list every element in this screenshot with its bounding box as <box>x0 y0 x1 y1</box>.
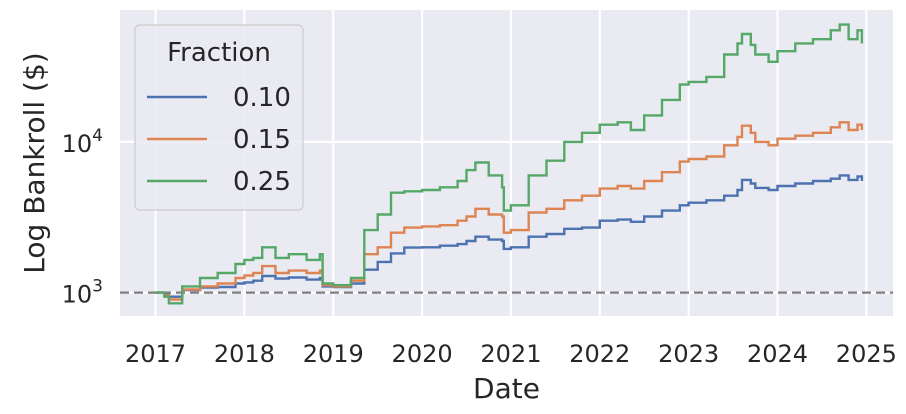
x-tick-label: 2019 <box>303 340 364 368</box>
x-tick-label: 2022 <box>569 340 630 368</box>
x-tick-label: 2018 <box>214 340 275 368</box>
x-tick-label: 2023 <box>658 340 719 368</box>
legend-label: 0.25 <box>233 167 291 197</box>
x-tick-labels: 2017 2018 2019 2020 2021 2022 2023 2024 2025 <box>125 340 897 368</box>
y-axis-label: Log Bankroll ($) <box>18 52 51 273</box>
legend: Fraction 0.10 0.15 0.25 <box>134 24 304 211</box>
series-line-0.15 <box>155 121 864 301</box>
legend-label: 0.15 <box>233 125 291 155</box>
x-tick-label: 2017 <box>125 340 186 368</box>
y-tick-labels: 103 104 <box>62 126 103 309</box>
x-tick-label: 2020 <box>392 340 453 368</box>
legend-label: 0.10 <box>233 83 291 113</box>
legend-items: 0.10 0.15 0.25 <box>147 83 291 197</box>
x-tick-label: 2025 <box>836 340 897 368</box>
series-line-0.25 <box>155 23 864 305</box>
y-tick-label: 103 <box>62 277 103 309</box>
x-tick-label: 2024 <box>747 340 808 368</box>
series-group <box>155 23 864 305</box>
legend-title: Fraction <box>167 38 271 68</box>
x-tick-label: 2021 <box>480 340 541 368</box>
x-axis-label: Date <box>473 372 540 405</box>
legend-box <box>134 24 304 211</box>
y-tick-label: 104 <box>62 126 103 158</box>
series-line-0.10 <box>155 174 864 298</box>
